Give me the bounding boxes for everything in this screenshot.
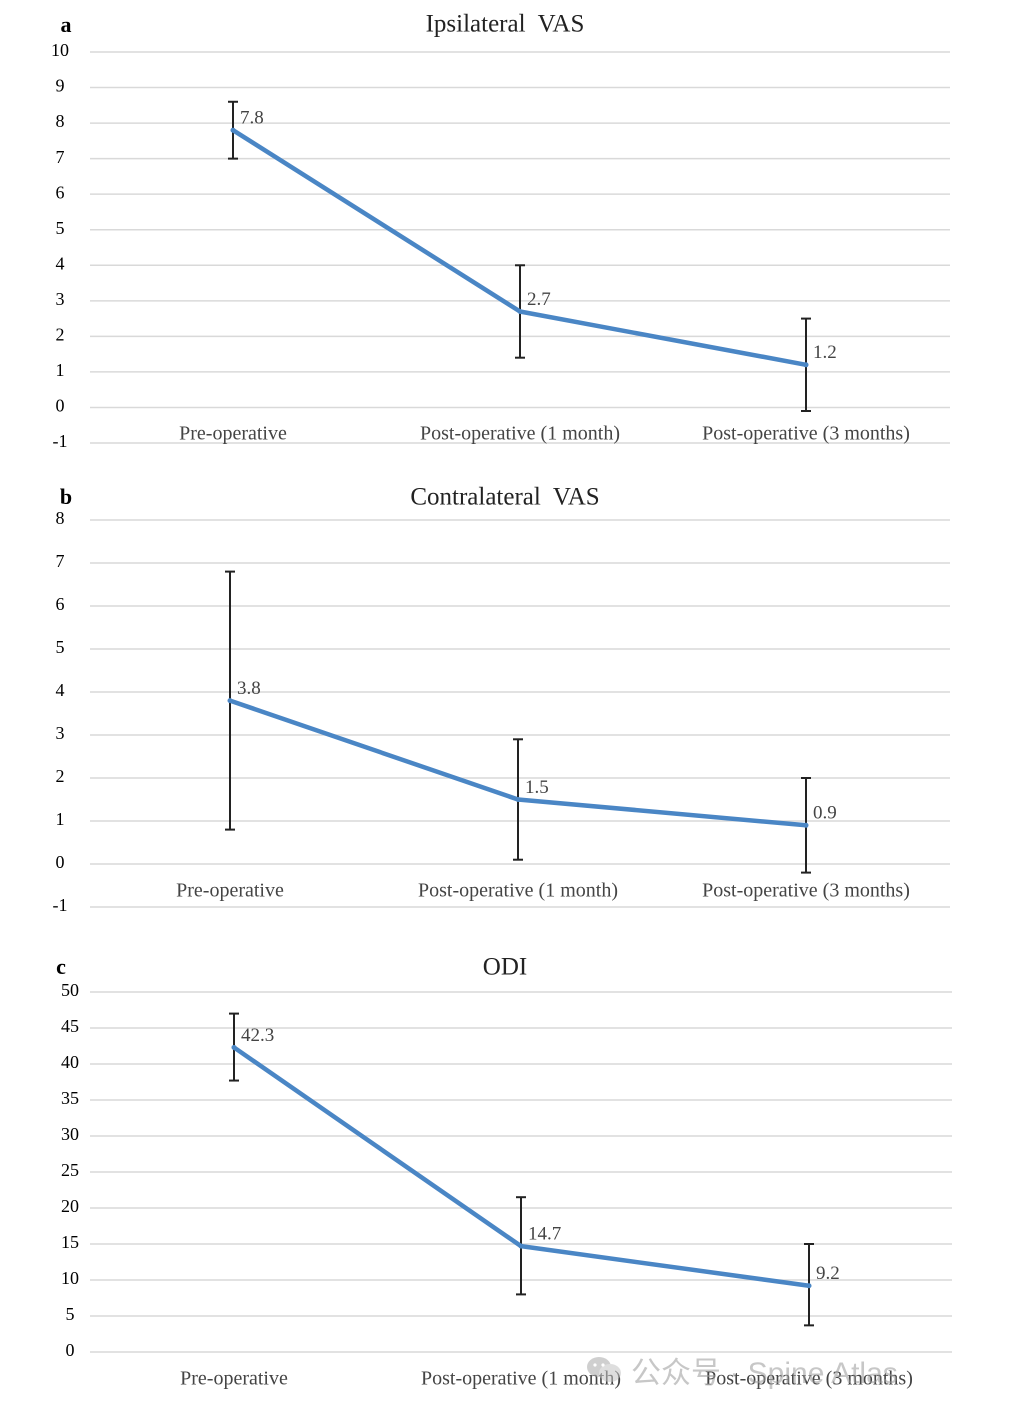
y-tick-label-b: 8 (56, 508, 65, 528)
y-tick-label-a: 8 (56, 111, 65, 131)
x-category-label-a: Post-operative (3 months) (702, 423, 910, 445)
data-point-a (230, 127, 236, 133)
data-point-b (803, 822, 809, 828)
y-tick-label-a: 10 (51, 40, 69, 60)
y-tick-label-a: 7 (56, 147, 65, 167)
chart-title-b: Contralateral VAS (410, 484, 599, 511)
y-tick-label-c: 35 (61, 1088, 79, 1108)
chart-title-a: Ipsilateral VAS (426, 11, 585, 38)
y-tick-label-a: 5 (56, 218, 65, 238)
y-tick-label-c: 40 (61, 1052, 79, 1072)
y-tick-label-a: 1 (56, 360, 65, 380)
data-point-b (515, 797, 521, 802)
data-label-a: 2.7 (527, 289, 551, 310)
watermark: 公众号 · Spine Atlas (585, 1348, 985, 1392)
y-tick-label-a: -1 (53, 431, 68, 451)
y-tick-label-a: 4 (56, 253, 65, 273)
y-tick-label-a: 0 (56, 396, 65, 416)
y-tick-label-b: 4 (56, 680, 65, 700)
data-label-b: 1.5 (525, 777, 549, 798)
x-category-label-a: Pre-operative (179, 423, 287, 445)
y-tick-label-b: 2 (56, 766, 65, 786)
y-tick-label-b: 6 (56, 594, 65, 614)
data-label-c: 14.7 (528, 1224, 561, 1245)
y-tick-label-c: 5 (66, 1304, 75, 1324)
y-tick-label-b: 5 (56, 637, 65, 657)
y-tick-label-b: 0 (56, 852, 65, 872)
x-category-label-c: Post-operative (3 months) (705, 1368, 913, 1390)
y-tick-label-b: -1 (53, 895, 68, 915)
data-label-a: 7.8 (240, 108, 264, 129)
y-tick-label-a: 2 (56, 324, 65, 344)
x-category-label-b: Post-operative (3 months) (702, 880, 910, 902)
watermark-text: 公众号 · Spine Atlas (631, 1357, 898, 1390)
panel-label-b: b (60, 484, 72, 509)
data-label-b: 3.8 (237, 678, 261, 699)
y-tick-label-c: 10 (61, 1268, 79, 1288)
y-tick-label-b: 7 (56, 551, 65, 571)
y-tick-label-c: 20 (61, 1196, 79, 1216)
x-category-label-c: Pre-operative (180, 1368, 288, 1390)
data-label-a: 1.2 (813, 342, 837, 363)
wechat-icon (587, 1357, 621, 1382)
data-label-c: 42.3 (241, 1025, 274, 1046)
data-point-a (517, 308, 523, 314)
y-tick-label-c: 25 (61, 1160, 79, 1180)
y-tick-label-c: 15 (61, 1232, 79, 1252)
chart-title-c: ODI (483, 954, 527, 981)
x-category-label-a: Post-operative (1 month) (420, 423, 620, 445)
panel-label-a: a (61, 12, 72, 37)
data-label-c: 9.2 (816, 1263, 840, 1284)
data-point-c (231, 1044, 237, 1050)
data-point-c (806, 1283, 812, 1289)
y-tick-label-a: 3 (56, 289, 65, 309)
y-tick-label-b: 1 (56, 809, 65, 829)
x-category-label-b: Pre-operative (176, 880, 284, 902)
data-point-a (803, 362, 809, 368)
y-tick-label-c: 30 (61, 1124, 79, 1144)
y-tick-label-c: 45 (61, 1016, 79, 1036)
data-point-b (227, 698, 233, 704)
y-tick-label-c: 50 (61, 980, 79, 1000)
panel-label-c: c (56, 954, 66, 979)
y-tick-label-a: 9 (56, 76, 65, 96)
data-point-c (518, 1243, 524, 1249)
x-category-label-b: Post-operative (1 month) (418, 880, 618, 902)
y-tick-label-a: 6 (56, 182, 65, 202)
data-label-b: 0.9 (813, 803, 837, 824)
y-tick-label-b: 3 (56, 723, 65, 743)
x-category-label-c: Post-operative (1 month) (421, 1368, 621, 1390)
y-tick-label-c: 0 (66, 1340, 75, 1360)
